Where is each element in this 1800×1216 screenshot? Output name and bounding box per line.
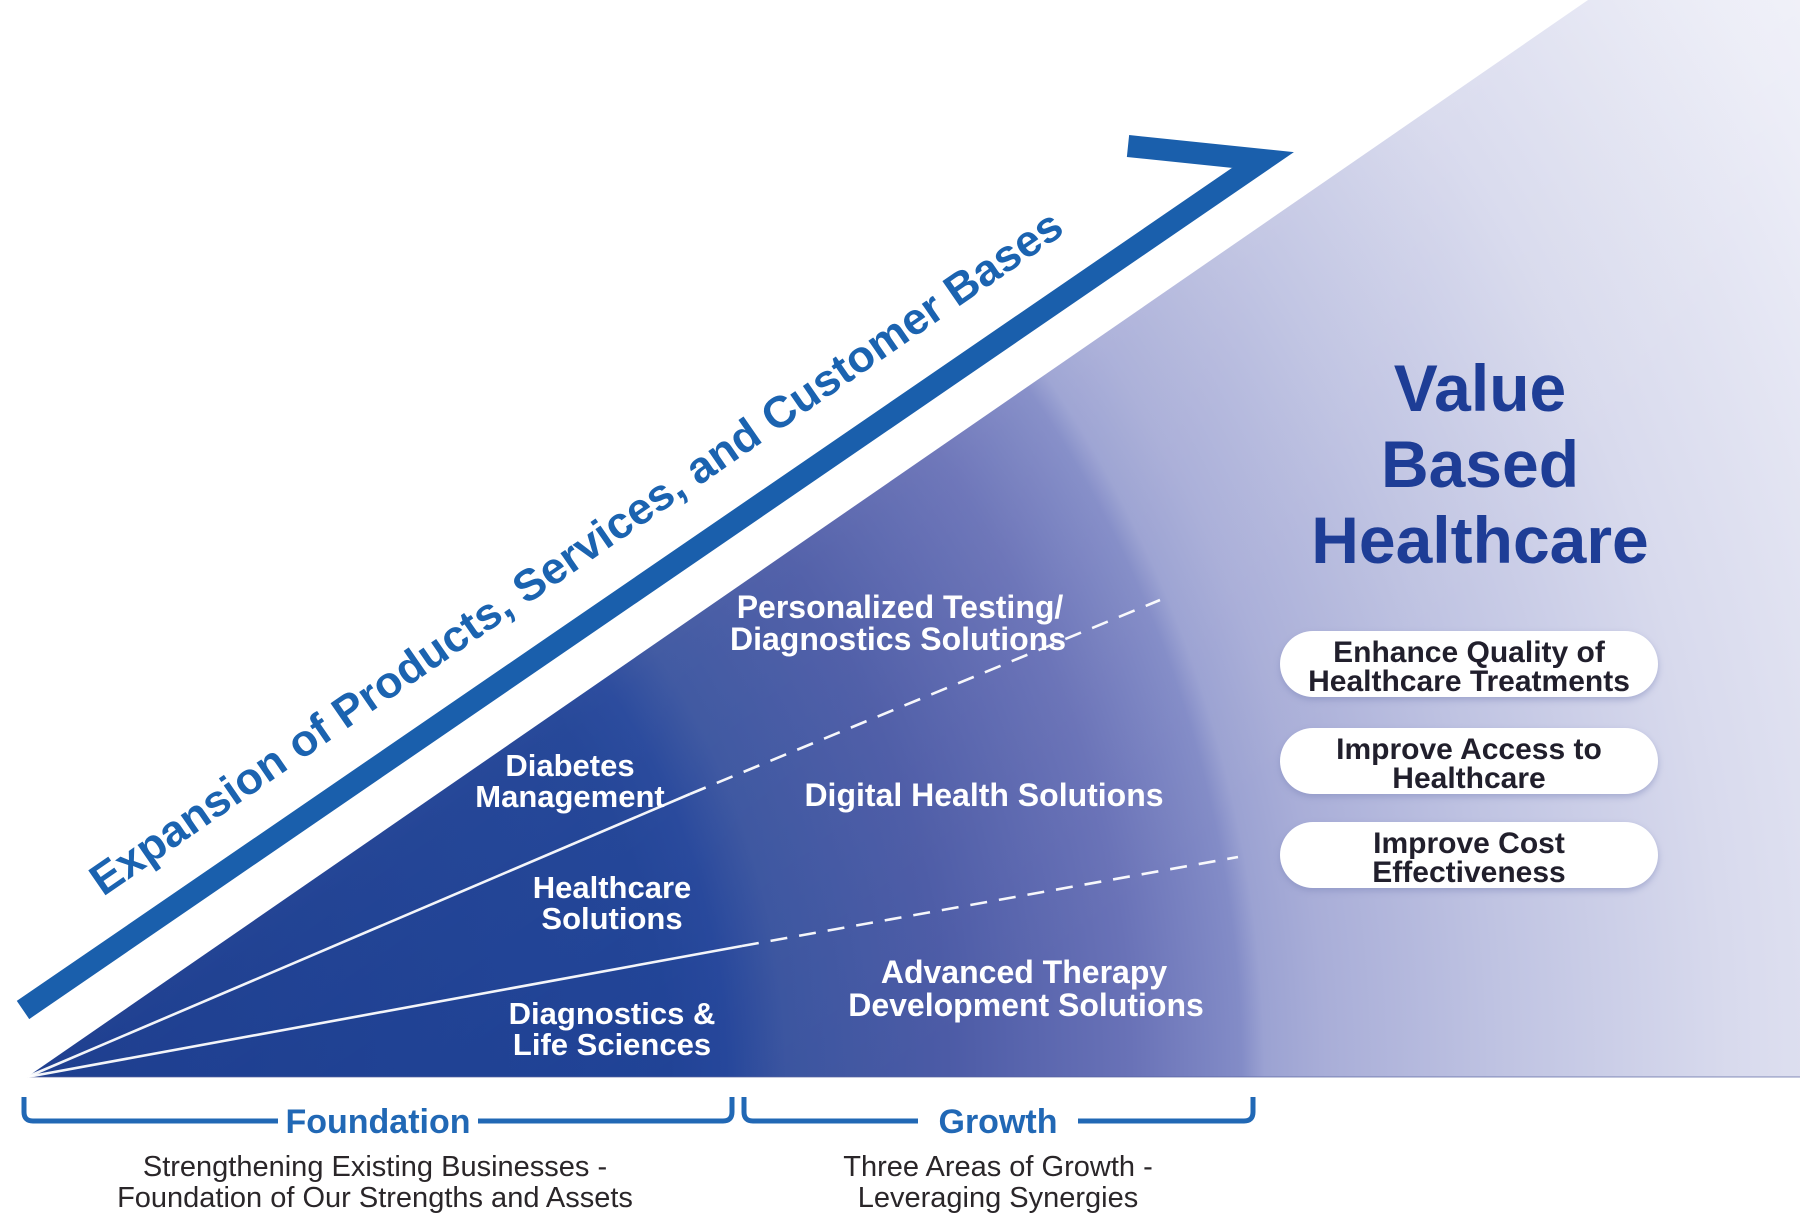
segment-label: Management	[475, 779, 664, 814]
segment-label: Life Sciences	[513, 1027, 711, 1062]
benefit-pill-improve-cost: Improve Cost Effectiveness	[1280, 822, 1658, 891]
bracket-line	[21, 1097, 278, 1124]
value-based-healthcare-title: Value Based Healthcare	[1311, 351, 1649, 577]
pill-label: Healthcare	[1392, 762, 1545, 795]
segment-divider-dash-lower	[741, 855, 1239, 948]
growth-segment-personalized-testing: Personalized Testing/ Diagnostics Soluti…	[730, 589, 1066, 657]
foundation-subtitle: Strengthening Existing Businesses -	[143, 1151, 607, 1183]
segment-divider-line-upper	[26, 792, 691, 1079]
pill-background	[1280, 631, 1658, 697]
pill-background	[1280, 728, 1658, 794]
pill-label: Effectiveness	[1372, 856, 1565, 889]
bracket-line	[1078, 1097, 1256, 1124]
bracket-line	[478, 1097, 735, 1124]
page-title-line: Healthcare	[1311, 503, 1649, 577]
pill-label: Healthcare Treatments	[1308, 665, 1630, 698]
segment-label: Advanced Therapy	[881, 954, 1168, 990]
foundation-bracket: Foundation Strengthening Existing Busine…	[21, 1097, 735, 1214]
foundation-segment-diabetes-management: Diabetes Management	[475, 748, 664, 814]
pill-background	[1280, 822, 1658, 888]
segment-divider-line-lower	[26, 944, 743, 1079]
segment-label: Diagnostics Solutions	[730, 621, 1066, 657]
foundation-subtitle: Foundation of Our Strengths and Assets	[117, 1182, 633, 1214]
growth-subtitle: Leveraging Synergies	[858, 1182, 1139, 1214]
foundation-segment-healthcare-solutions: Healthcare Solutions	[533, 870, 692, 936]
segment-label: Diagnostics &	[509, 996, 716, 1031]
expansion-arrow	[16, 135, 1294, 1020]
segment-label: Digital Health Solutions	[804, 777, 1163, 813]
benefit-pill-improve-access: Improve Access to Healthcare	[1280, 728, 1658, 797]
growth-segment-advanced-therapy: Advanced Therapy Development Solutions	[848, 954, 1204, 1023]
pill-label: Improve Cost	[1373, 827, 1565, 860]
growth-subtitle: Three Areas of Growth -	[843, 1151, 1152, 1183]
page-title-line: Based	[1381, 427, 1579, 501]
segment-label: Personalized Testing/	[737, 589, 1064, 625]
pill-label: Enhance Quality of	[1333, 636, 1606, 669]
fan-sheen-overlay	[27, 0, 1800, 1077]
segment-label: Diabetes	[505, 748, 634, 783]
foundation-segment-diagnostics-life-sciences: Diagnostics & Life Sciences	[509, 996, 716, 1062]
growth-bracket-label: Growth	[939, 1103, 1058, 1141]
benefit-pill-enhance-quality: Enhance Quality of Healthcare Treatments	[1280, 631, 1658, 700]
growth-segment-digital-health: Digital Health Solutions	[804, 777, 1163, 813]
bracket-line	[741, 1097, 918, 1124]
segment-label: Solutions	[541, 901, 682, 936]
segment-label: Development Solutions	[848, 987, 1204, 1023]
segment-label: Healthcare	[533, 870, 692, 905]
growth-bracket: Growth Three Areas of Growth - Leveragin…	[741, 1097, 1256, 1214]
foundation-bracket-label: Foundation	[285, 1103, 470, 1141]
pill-label: Improve Access to	[1336, 733, 1602, 766]
page-title-line: Value	[1394, 351, 1566, 425]
